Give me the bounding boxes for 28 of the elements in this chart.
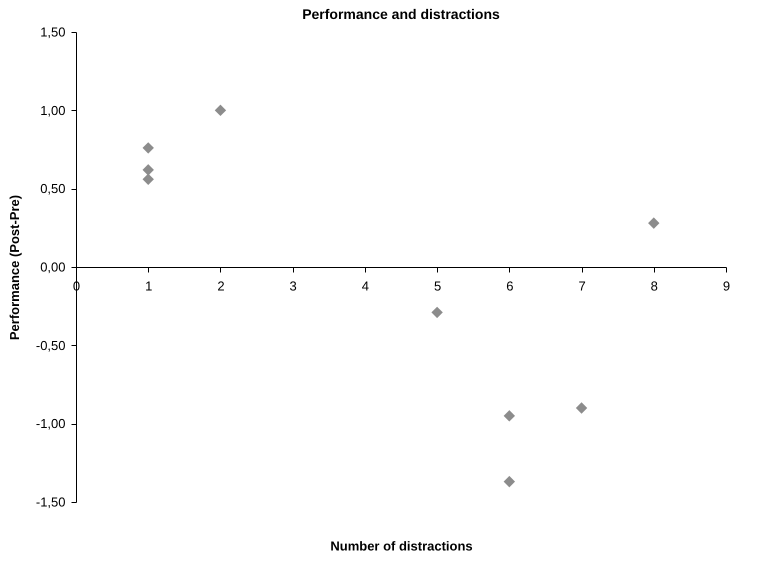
y-tick-label: 0,00 bbox=[40, 260, 66, 274]
y-tick-label: -1,00 bbox=[36, 416, 66, 432]
x-tick-label: 2 bbox=[217, 278, 225, 294]
x-axis-title: Number of distractions bbox=[330, 538, 473, 554]
point bbox=[214, 104, 226, 116]
chart-title: Performance and distractions bbox=[302, 6, 500, 22]
x-tick-label: 9 bbox=[722, 278, 730, 294]
y-axis-title: Performance (Post-Pre) bbox=[6, 194, 22, 340]
point bbox=[576, 402, 588, 414]
y-tick-label: -0,50 bbox=[36, 338, 66, 353]
point bbox=[504, 410, 516, 422]
x-tick-label: 1 bbox=[145, 278, 152, 294]
x-tick-label: 5 bbox=[434, 278, 442, 294]
y-tick-label: 1,50 bbox=[40, 24, 66, 40]
y-tick-label: 0,50 bbox=[40, 181, 66, 196]
x-tick-label: 3 bbox=[290, 278, 297, 294]
point bbox=[504, 476, 516, 488]
y-tick-label: -1,50 bbox=[36, 494, 66, 510]
point bbox=[431, 306, 443, 318]
point bbox=[142, 174, 154, 185]
point bbox=[142, 142, 154, 154]
point bbox=[142, 164, 154, 176]
x-tick-label: 4 bbox=[362, 278, 370, 294]
x-tick-label: 7 bbox=[578, 278, 586, 294]
x-tick-label: 8 bbox=[650, 278, 658, 294]
point bbox=[648, 217, 660, 229]
x-tick-label: 6 bbox=[506, 278, 514, 294]
y-tick-label: 1,00 bbox=[40, 102, 66, 118]
